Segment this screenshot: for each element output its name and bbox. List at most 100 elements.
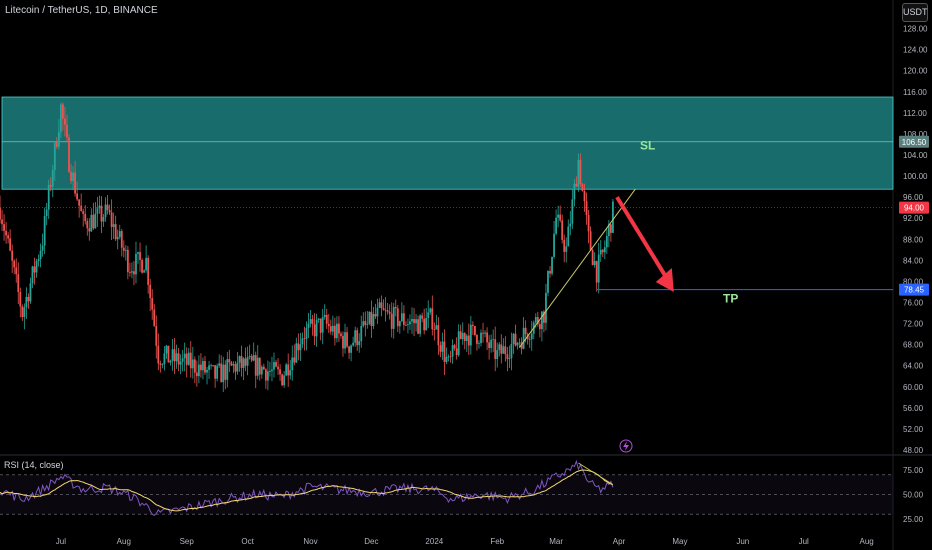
candle-body	[394, 307, 397, 309]
candle-body	[356, 330, 359, 346]
candle-body	[386, 310, 389, 312]
target-price-label-bg	[899, 283, 929, 296]
candle-body	[603, 247, 606, 253]
candle-body	[5, 230, 7, 236]
rsi-ma-line	[0, 469, 614, 512]
y-tick-label: 124.00	[903, 46, 928, 55]
candle-body	[161, 364, 164, 365]
candle-body	[390, 313, 393, 329]
candle-body	[155, 326, 158, 346]
candle-body	[39, 250, 42, 260]
lightning-icon[interactable]	[619, 439, 633, 453]
candle-body	[415, 319, 417, 324]
candle-body	[441, 341, 444, 352]
candle-body	[232, 364, 235, 366]
x-tick-label: 2024	[425, 537, 443, 546]
candle-body	[277, 366, 279, 370]
candle-body	[453, 345, 456, 349]
candle-body	[303, 338, 306, 340]
candle-body	[380, 302, 383, 309]
candle-body	[561, 220, 564, 240]
candle-body	[346, 332, 348, 347]
tp-annotation[interactable]: TP	[723, 292, 738, 306]
candle-body	[301, 338, 304, 345]
candle-body	[275, 362, 277, 367]
candle-body	[285, 364, 288, 376]
candle-body	[417, 319, 419, 334]
candle-body	[362, 321, 365, 326]
resistance-zone-box[interactable]	[1, 96, 894, 190]
candle-body	[405, 324, 407, 326]
candle-body	[250, 356, 253, 361]
candle-body	[141, 259, 143, 273]
x-tick-label: Apr	[613, 537, 626, 546]
candle-body	[210, 365, 212, 366]
candle-body	[500, 344, 503, 354]
candle-body	[293, 357, 296, 363]
candle-body	[88, 228, 91, 232]
y-tick-label: 52.00	[903, 425, 924, 434]
candle-body	[3, 224, 5, 231]
candle-body	[262, 366, 265, 370]
candle-body	[437, 325, 440, 346]
candle-body	[411, 319, 413, 322]
y-tick-label: 76.00	[903, 298, 924, 307]
candle-body	[340, 333, 342, 336]
candle-body	[514, 333, 517, 346]
support-trendline[interactable]	[519, 188, 636, 348]
candle-body	[370, 311, 373, 327]
candle-body	[200, 364, 202, 371]
candle-body	[163, 353, 166, 365]
candle-body	[506, 354, 509, 360]
candle-body	[559, 214, 562, 221]
currency-button[interactable]: USDT	[902, 3, 928, 22]
candle-body	[553, 233, 555, 257]
candle-body	[94, 213, 97, 229]
candle-body	[309, 319, 312, 324]
candle-body	[443, 341, 446, 362]
candle-body	[110, 212, 113, 227]
down-arrow-shaft[interactable]	[615, 196, 670, 281]
candle-body	[605, 236, 608, 248]
x-tick-label: Sep	[180, 537, 195, 546]
candle-body	[19, 292, 22, 307]
candle-body	[51, 170, 54, 187]
candle-body	[447, 356, 450, 358]
x-tick-label: May	[672, 537, 687, 546]
candle-body	[114, 224, 117, 240]
candle-body	[236, 362, 239, 372]
candle-body	[364, 321, 367, 325]
candle-body	[181, 358, 184, 362]
candle-body	[82, 211, 85, 214]
candle-body	[400, 313, 403, 322]
resistance-zone[interactable]	[1, 96, 894, 190]
candle-body	[549, 270, 551, 274]
candle-body	[307, 323, 310, 328]
candle-body	[311, 319, 314, 325]
candle-body	[70, 171, 72, 182]
candle-body	[23, 307, 26, 318]
candle-body	[197, 364, 200, 377]
candle-body	[573, 183, 576, 200]
y-tick-label: 64.00	[903, 362, 924, 371]
candle-body	[29, 283, 32, 302]
candle-body	[57, 132, 60, 147]
sl-annotation[interactable]: SL	[640, 139, 655, 153]
rsi-trendline[interactable]	[578, 462, 614, 485]
candle-body	[281, 374, 284, 386]
y-tick-label: 100.00	[903, 172, 928, 181]
candle-body	[579, 159, 582, 185]
candle-body	[445, 356, 448, 362]
candle-body	[254, 355, 257, 376]
x-tick-label: Jun	[736, 537, 749, 546]
drawing-overlays[interactable]: SL TP	[0, 139, 893, 453]
y-tick-label: 112.00	[903, 109, 927, 118]
candle-body	[344, 332, 346, 349]
candle-body	[329, 326, 332, 332]
y-tick-label: 104.00	[903, 151, 928, 160]
candle-body	[124, 249, 127, 251]
down-arrow-head[interactable]	[655, 267, 674, 292]
candle-body	[193, 359, 196, 373]
candle-body	[122, 247, 125, 251]
